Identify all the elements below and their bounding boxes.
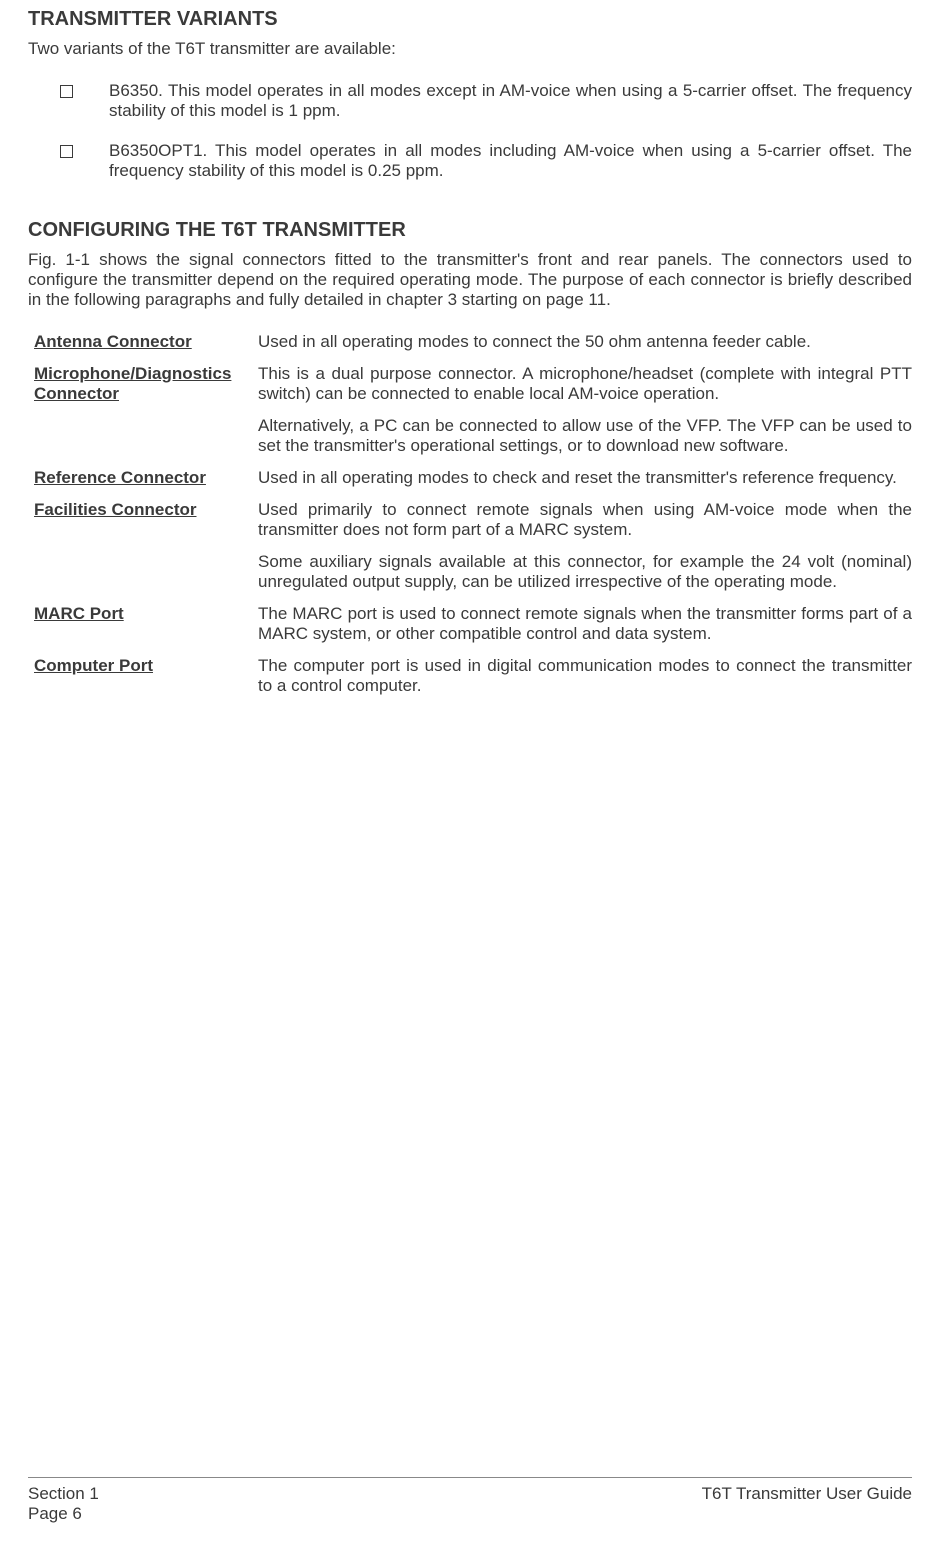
configuring-body-text: Fig. 1-1 shows the signal connectors fit… [28,250,912,310]
connector-desc: The computer port is used in digital com… [258,656,912,696]
connector-row-microphone: Microphone/Diagnostics Connector This is… [28,364,912,456]
variant-item-b6350: B6350. This model operates in all modes … [60,81,912,121]
connector-row-reference: Reference Connector Used in all operatin… [28,468,912,488]
connector-desc-para: Alternatively, a PC can be connected to … [258,416,912,456]
connector-label: Antenna Connector [28,332,258,352]
variants-bullet-list: B6350. This model operates in all modes … [28,81,912,181]
connector-desc: Used primarily to connect remote signals… [258,500,912,592]
connector-row-marc: MARC Port The MARC port is used to conne… [28,604,912,644]
connector-desc: Used in all operating modes to connect t… [258,332,912,352]
connector-desc-para: The MARC port is used to connect remote … [258,604,912,644]
variant-text: B6350OPT1. This model operates in all mo… [109,141,912,181]
footer-page: Page 6 [28,1504,99,1524]
footer-right: T6T Transmitter User Guide [702,1484,912,1524]
connector-label: Microphone/Diagnostics Connector [28,364,258,456]
connector-desc-para: This is a dual purpose connector. A micr… [258,364,912,404]
connector-row-facilities: Facilities Connector Used primarily to c… [28,500,912,592]
connector-label: Computer Port [28,656,258,696]
page-footer: Section 1 Page 6 T6T Transmitter User Gu… [28,1477,912,1524]
variant-item-b6350opt1: B6350OPT1. This model operates in all mo… [60,141,912,181]
configuring-heading: CONFIGURING THE T6T TRANSMITTER [28,219,912,242]
transmitter-variants-heading: TRANSMITTER VARIANTS [28,8,912,31]
connector-definitions: Antenna Connector Used in all operating … [28,332,912,696]
connector-desc-para: Used in all operating modes to check and… [258,468,912,488]
square-bullet-icon [60,85,73,98]
connector-desc-para: Some auxiliary signals available at this… [258,552,912,592]
connector-desc: This is a dual purpose connector. A micr… [258,364,912,456]
connector-row-computer: Computer Port The computer port is used … [28,656,912,696]
connector-desc: The MARC port is used to connect remote … [258,604,912,644]
square-bullet-icon [60,145,73,158]
connector-row-antenna: Antenna Connector Used in all operating … [28,332,912,352]
connector-desc-para: Used in all operating modes to connect t… [258,332,912,352]
variants-intro-text: Two variants of the T6T transmitter are … [28,39,912,59]
variant-text: B6350. This model operates in all modes … [109,81,912,121]
connector-label: Reference Connector [28,468,258,488]
footer-left: Section 1 Page 6 [28,1484,99,1524]
connector-label: Facilities Connector [28,500,258,592]
connector-label: MARC Port [28,604,258,644]
connector-desc-para: Used primarily to connect remote signals… [258,500,912,540]
footer-section: Section 1 [28,1484,99,1504]
connector-desc: Used in all operating modes to check and… [258,468,912,488]
connector-desc-para: The computer port is used in digital com… [258,656,912,696]
